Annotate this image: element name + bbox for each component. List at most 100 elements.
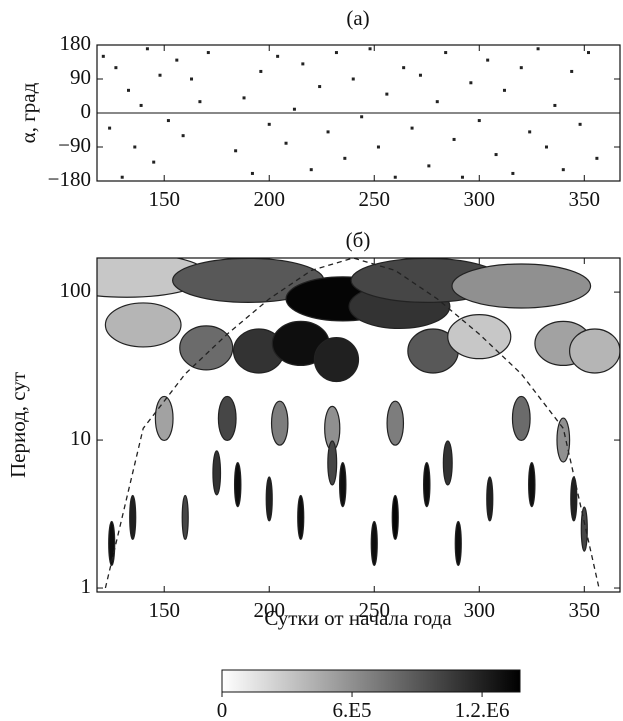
data-point [234,149,238,153]
data-point [166,119,170,123]
x-tick-label: 350 [569,187,601,211]
data-point [544,145,548,149]
data-point [469,81,473,85]
power-blob [129,494,137,541]
power-blob [181,494,189,541]
data-point [158,73,162,77]
power-blob [423,462,431,508]
power-blob [270,400,289,446]
data-point [444,51,448,55]
data-point [318,85,322,89]
power-blob [570,476,578,522]
data-point [410,126,414,130]
data-point [343,156,347,160]
x-axis-label: Сутки от начала года [264,606,452,630]
power-blob [568,328,620,374]
data-point [101,54,105,58]
colorbar [221,669,521,693]
data-point [494,153,498,157]
power-blob [511,395,531,442]
data-point [536,47,540,51]
data-point [284,141,288,145]
data-point [561,168,565,172]
data-point [292,107,296,111]
data-point [570,69,574,73]
data-point [402,66,406,70]
power-blob [386,400,405,446]
data-point [393,175,397,179]
colorbar-tick-label: 6.E5 [332,698,371,721]
data-point [114,66,118,70]
plot-frame [96,44,621,182]
x-tick-label: 350 [569,598,601,622]
data-point [360,115,364,119]
data-point [452,137,456,141]
x-tick-label: 200 [253,187,285,211]
data-point [108,126,112,130]
data-point [427,164,431,168]
plot-frame [96,257,621,593]
power-blob [486,476,494,522]
power-blob [313,336,360,383]
x-tick-label: 250 [359,598,391,622]
y-axis-label: α, град [16,82,40,143]
data-point [553,103,557,107]
y-tick-label: −90 [58,133,91,157]
data-point [198,100,202,104]
x-tick-label: 200 [253,598,285,622]
data-point [127,88,131,92]
data-point [242,96,246,100]
y-tick-label: 10 [70,426,91,450]
x-tick-label: 250 [359,187,391,211]
data-point [133,145,137,149]
power-blob [370,520,378,567]
data-point [145,47,149,51]
power-blob [217,395,237,442]
data-point [120,175,124,179]
power-blob [338,462,347,508]
power-blob [528,462,536,508]
y-axis-label: Период, сут [6,372,30,478]
power-blob [233,462,242,508]
data-point [502,88,506,92]
y-tick-label: 0 [81,99,92,123]
panel-b-title: (б) [346,228,371,252]
y-tick-label: 180 [60,31,92,55]
data-point [511,171,515,175]
spectrum [97,258,620,589]
x-tick-label: 300 [464,598,496,622]
data-point [250,171,254,175]
power-blob [297,494,305,541]
power-blob [442,440,453,486]
data-point [175,58,179,62]
plots: 150 200 250 300 350 180 90 0 −90 −180 150 200 250 300… [48,31,621,721]
power-blob [108,520,116,567]
data-point [139,103,143,107]
data-point [586,51,590,55]
data-point [477,119,481,123]
power-blob [454,520,462,567]
data-point [578,122,582,126]
power-blob [212,450,222,496]
data-point [368,47,372,51]
data-point [301,62,305,66]
data-point [267,122,271,126]
data-point [460,175,464,179]
colorbar-tick-label: 0 [217,698,228,721]
data-point [519,66,523,70]
y-tick-label: −180 [48,167,91,191]
colorbar-tick-label: 1.2.E6 [455,698,510,721]
power-blob [451,263,592,309]
power-blob [327,440,338,486]
panel-a-title: (a) [346,6,369,30]
data-point [326,130,330,134]
data-point [595,156,599,160]
data-point [334,51,338,55]
data-point [259,69,263,73]
data-point [152,160,156,164]
data-point [351,77,355,81]
data-point [309,168,313,172]
power-blob [104,302,182,348]
data-point [435,100,439,104]
